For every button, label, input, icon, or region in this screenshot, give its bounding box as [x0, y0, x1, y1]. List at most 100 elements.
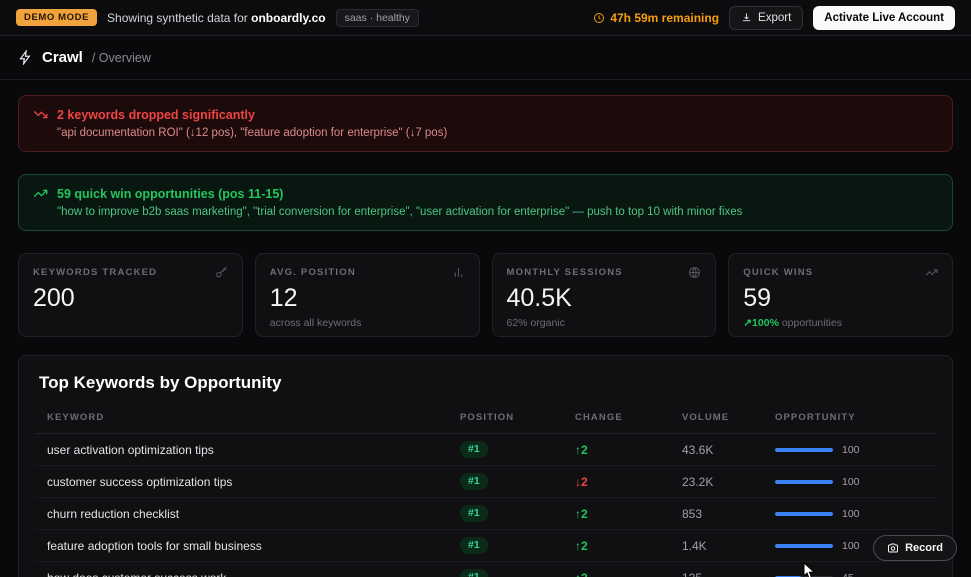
volume-cell: 125 [670, 561, 763, 577]
stat-label: KEYWORDS TRACKED [33, 267, 158, 278]
top-keywords-card: Top Keywords by Opportunity KEYWORD POSI… [18, 355, 953, 577]
table-row[interactable]: customer success optimization tips #1 ↓2 23… [35, 465, 936, 498]
opportunity-bar-fill [775, 543, 833, 548]
opportunity-meter: 100 [775, 508, 936, 520]
change-cell: ↑2 [563, 529, 670, 562]
position-badge: #1 [460, 441, 488, 458]
page-title: Crawl [42, 49, 83, 66]
demo-mode-badge: DEMO MODE [16, 9, 98, 26]
volume-cell: 43.6K [670, 433, 763, 466]
change-cell: ↑2 [563, 433, 670, 466]
alert-danger-header: 2 keywords dropped significantly [33, 107, 938, 122]
opportunity-value: 100 [842, 539, 860, 552]
volume-cell: 23.2K [670, 465, 763, 498]
opportunity-bar-track [775, 511, 833, 516]
synthetic-data-message: Showing synthetic data for onboardly.co [107, 11, 326, 25]
column-header-keyword: KEYWORD [35, 406, 448, 434]
download-icon [741, 12, 752, 23]
table-header-row: KEYWORD POSITION CHANGE VOLUME OPPORTUNI… [35, 406, 936, 434]
breadcrumb: / Overview [91, 50, 151, 65]
alert-danger-title: 2 keywords dropped significantly [57, 107, 255, 122]
opportunity-value: 100 [842, 443, 860, 456]
keyword-cell: churn reduction checklist [35, 497, 448, 530]
export-button[interactable]: Export [729, 5, 804, 30]
column-header-change: CHANGE [563, 406, 670, 434]
opportunity-value: 45 [842, 572, 854, 577]
table-row[interactable]: feature adoption tools for small busines… [35, 529, 936, 562]
alert-success-title: 59 quick win opportunities (pos 11-15) [57, 186, 284, 201]
table-row[interactable]: churn reduction checklist #1 ↑2 853 100 [35, 497, 936, 530]
alert-success-detail: "how to improve b2b saas marketing", "tr… [57, 206, 743, 218]
change-cell: ↓2 [563, 465, 670, 498]
volume-cell: 853 [670, 497, 763, 530]
page-header: Crawl / Overview [0, 36, 971, 80]
stat-card-top: KEYWORDS TRACKED [33, 266, 228, 279]
message-prefix: Showing synthetic data for [107, 10, 248, 25]
keywords-table-body: user activation optimization tips #1 ↑2 43.… [35, 433, 936, 577]
stat-card-monthly-sessions: MONTHLY SESSIONS 40.5K 62% organic [491, 253, 717, 337]
stat-label: QUICK WINS [743, 267, 814, 278]
table-title: Top Keywords by Opportunity [39, 373, 282, 392]
main-content: 2 keywords dropped significantly "api do… [0, 80, 971, 577]
clock-icon [593, 12, 605, 24]
globe-icon [688, 266, 701, 279]
column-header-position: POSITION [448, 406, 563, 434]
position-cell: #1 [448, 561, 563, 577]
demo-topbar: DEMO MODE Showing synthetic data for onb… [0, 0, 971, 36]
activate-live-account-button[interactable]: Activate Live Account [813, 5, 955, 30]
opportunity-bar-track [775, 447, 833, 452]
keyword-cell: user activation optimization tips [35, 433, 448, 466]
opportunity-cell: 45 [763, 561, 936, 577]
quick-wins-alert: 59 quick win opportunities (pos 11-15) "… [18, 174, 953, 231]
stats-row: KEYWORDS TRACKED 200 AVG. POSITION 12 across… [18, 253, 953, 337]
alert-danger-detail: "api documentation ROI" (↓12 pos), "feat… [57, 127, 448, 139]
keywords-dropped-alert: 2 keywords dropped significantly "api do… [18, 95, 953, 152]
keywords-table: KEYWORD POSITION CHANGE VOLUME OPPORTUNI… [35, 406, 936, 577]
stat-value: 40.5K [506, 284, 572, 312]
column-header-opportunity: OPPORTUNITY [763, 406, 936, 434]
trend-up-icon [925, 266, 938, 279]
opportunity-meter: 100 [775, 444, 936, 456]
table-row[interactable]: how does customer success work #1 ↑2125 45 [35, 561, 936, 577]
site-status-pill: saas · healthy [335, 8, 419, 27]
stat-value: 200 [33, 284, 75, 312]
keyword-cell: feature adoption tools for small busines… [35, 529, 448, 562]
stat-sub: 62% organic [506, 317, 565, 329]
opportunity-bar-track [775, 479, 833, 484]
alert-success-header: 59 quick win opportunities (pos 11-15) [33, 186, 938, 201]
record-button[interactable]: Record [873, 535, 957, 561]
bar-chart-icon [452, 266, 465, 279]
position-cell: #1 [448, 433, 563, 466]
stat-card-keywords-tracked: KEYWORDS TRACKED 200 [18, 253, 243, 337]
position-cell: #1 [448, 465, 563, 498]
record-label: Record [905, 542, 943, 554]
trending-down-icon [33, 107, 48, 122]
opportunity-bar-fill [775, 447, 833, 452]
topbar-actions: 47h 59m remaining Export Activate Live A… [593, 5, 955, 30]
stat-label: AVG. POSITION [269, 267, 356, 278]
table-row[interactable]: user activation optimization tips #1 ↑2 43.… [35, 433, 936, 466]
time-remaining-label: 47h 59m remaining [610, 10, 720, 25]
stat-card-top: MONTHLY SESSIONS [507, 266, 702, 279]
stat-sub-highlight: ↗100% [743, 317, 779, 329]
keyword-cell: how does customer success work [35, 561, 448, 577]
position-badge: #1 [460, 473, 488, 490]
domain-name: onboardly.co [251, 10, 326, 25]
position-badge: #1 [460, 569, 488, 577]
stat-value: 12 [269, 284, 298, 312]
opportunity-bar-fill [775, 479, 833, 484]
stat-sub: ↗100% opportunities [743, 317, 842, 329]
opportunity-cell: 100 [763, 465, 936, 498]
export-label: Export [758, 11, 792, 24]
keyword-cell: customer success optimization tips [35, 465, 448, 498]
volume-cell: 1.4K [670, 529, 763, 562]
crawl-zap-icon [18, 50, 33, 65]
opportunity-value: 100 [842, 507, 860, 520]
opportunity-meter: 100 [775, 540, 936, 552]
stat-card-avg-position: AVG. POSITION 12 across all keywords [254, 253, 480, 337]
opportunity-cell: 100 [763, 497, 936, 530]
opportunity-bar-track [775, 543, 833, 548]
position-cell: #1 [448, 529, 563, 562]
stat-card-quick-wins: QUICK WINS 59 ↗100% opportunities [728, 253, 953, 337]
stat-value: 59 [743, 284, 772, 312]
